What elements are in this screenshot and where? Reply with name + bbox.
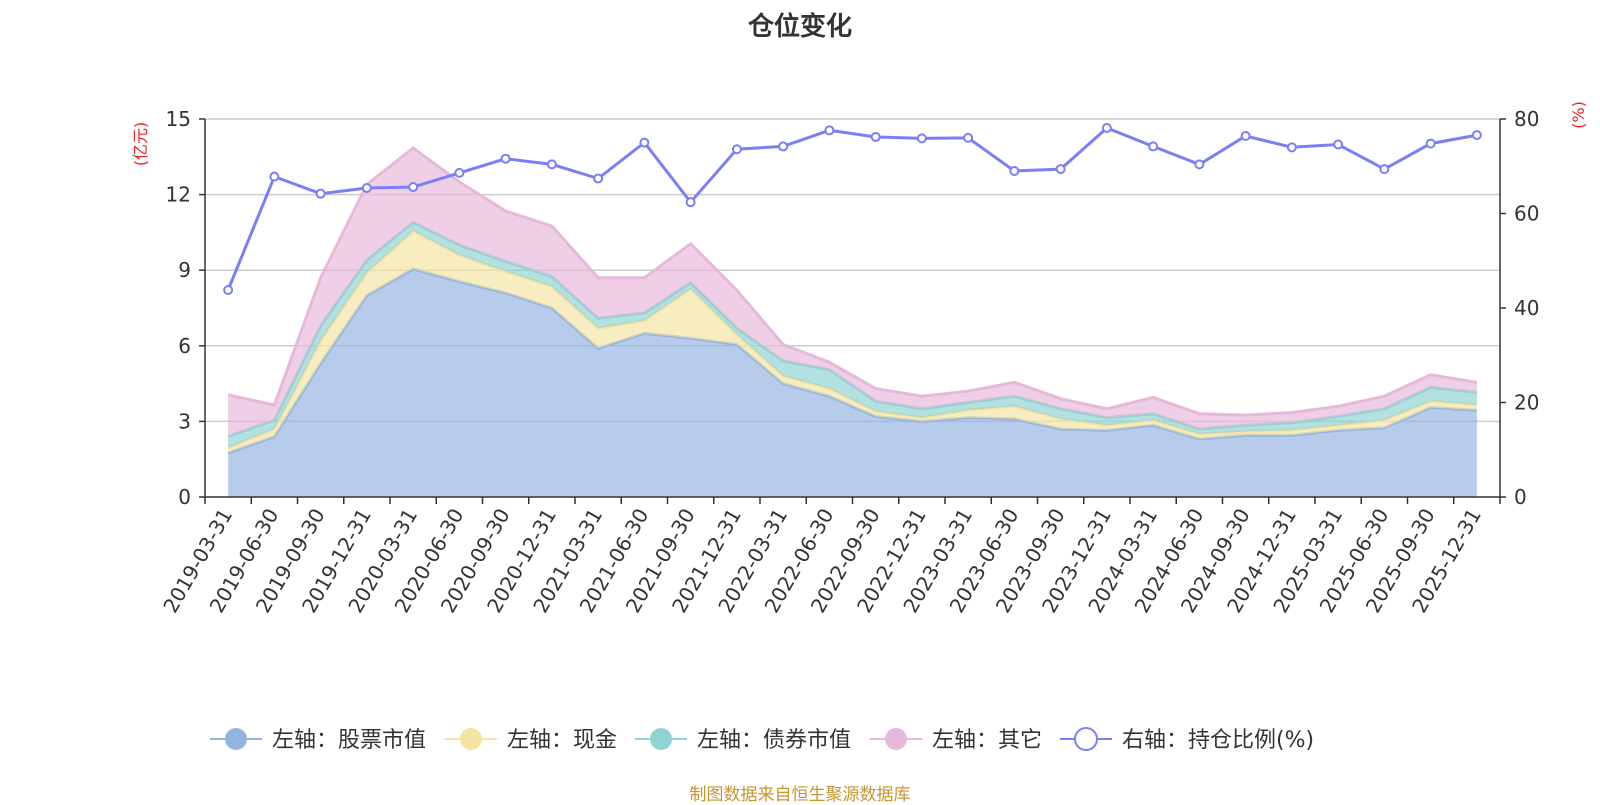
ratio-point[interactable] (1240, 131, 1251, 142)
area-左轴：其它 (228, 148, 1477, 437)
legend-item[interactable]: 左轴：债券市值 (635, 728, 851, 753)
legend-item[interactable]: 左轴：现金 (445, 728, 617, 753)
ratio-point[interactable] (1425, 138, 1436, 149)
ratio-point[interactable] (1333, 139, 1344, 150)
chart-title: 仓位变化 (747, 12, 852, 42)
ratio-point[interactable] (916, 133, 927, 144)
stacked-areas (227, 146, 1478, 497)
left-tick-label: 12 (166, 183, 191, 207)
legend-label: 左轴：其它 (932, 728, 1042, 753)
source-note: 制图数据来自恒生聚源数据库 (689, 785, 911, 805)
ratio-point[interactable] (269, 171, 280, 182)
ratio-point[interactable] (778, 141, 789, 152)
legend-marker (460, 728, 482, 750)
ratio-line-layer (223, 122, 1482, 296)
area-左轴：股票市值 (228, 268, 1477, 497)
ratio-point[interactable] (639, 137, 650, 148)
ratio-point[interactable] (500, 153, 511, 164)
legend-label: 左轴：股票市值 (272, 728, 426, 753)
left-tick-label: 3 (178, 409, 191, 433)
legend-label: 右轴：持仓比例(%) (1122, 728, 1314, 753)
ratio-point[interactable] (824, 125, 835, 136)
ratio-point[interactable] (1148, 141, 1159, 152)
legend-item[interactable]: 左轴：其它 (870, 728, 1042, 753)
ratio-point[interactable] (1379, 164, 1390, 175)
ratio-point[interactable] (685, 197, 696, 208)
ratio-point[interactable] (408, 182, 419, 193)
legend-marker (1074, 727, 1098, 751)
area-左轴：债券市值 (228, 222, 1477, 448)
ratio-point[interactable] (731, 144, 742, 155)
ratio-point[interactable] (593, 173, 604, 184)
legend-marker (885, 728, 907, 750)
left-tick-label: 15 (166, 107, 191, 131)
ratio-point[interactable] (546, 159, 557, 170)
left-tick-label: 9 (178, 258, 191, 282)
left-tick-label: 6 (178, 334, 191, 358)
ratio-point[interactable] (1471, 130, 1482, 141)
legend[interactable]: 左轴：股票市值 左轴：现金 左轴：债券市值 左轴：其它 右轴：持仓比例(%) (210, 727, 1314, 753)
right-tick-label: 0 (1514, 485, 1527, 509)
ratio-point[interactable] (1055, 164, 1066, 175)
right-tick-label: 80 (1514, 107, 1539, 131)
legend-marker (650, 728, 672, 750)
legend-item[interactable]: 右轴：持仓比例(%) (1060, 727, 1314, 753)
right-tick-label: 20 (1514, 391, 1539, 415)
ratio-point[interactable] (1194, 159, 1205, 170)
right-tick-label: 60 (1514, 202, 1539, 226)
right-tick-label: 40 (1514, 296, 1539, 320)
legend-marker (225, 728, 247, 750)
ratio-point[interactable] (1009, 165, 1020, 176)
ratio-point[interactable] (1286, 142, 1297, 153)
left-tick-label: 0 (178, 485, 191, 509)
legend-item[interactable]: 左轴：股票市值 (210, 728, 426, 753)
left-axis-unit: (亿元) (131, 122, 150, 167)
ratio-point[interactable] (223, 285, 234, 296)
ratio-point[interactable] (1101, 122, 1112, 133)
area-edge-左轴：其它 (227, 146, 1478, 417)
ratio-point[interactable] (315, 188, 326, 199)
ratio-point[interactable] (963, 132, 974, 143)
right-axis-unit: (%) (1569, 101, 1588, 129)
area-左轴：现金 (228, 231, 1477, 453)
legend-label: 左轴：债券市值 (697, 728, 851, 753)
legend-label: 左轴：现金 (507, 728, 617, 753)
ratio-line (226, 126, 1478, 291)
ratio-point[interactable] (454, 167, 465, 178)
ratio-point[interactable] (361, 182, 372, 193)
ratio-point[interactable] (870, 131, 881, 142)
